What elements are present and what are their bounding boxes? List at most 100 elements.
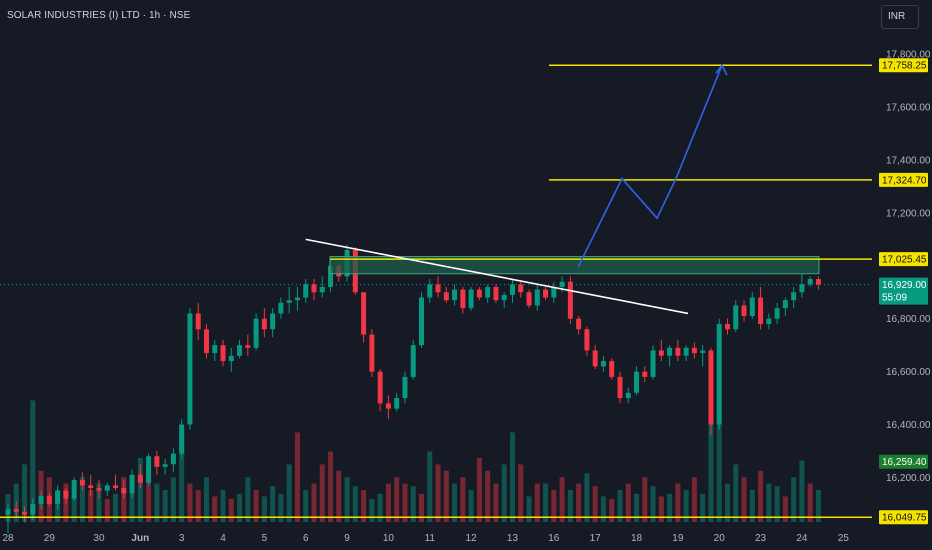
candle xyxy=(576,316,582,335)
volume-bar xyxy=(377,493,383,522)
volume-bar xyxy=(476,458,482,522)
volume-bar xyxy=(518,464,524,522)
volume-bar xyxy=(71,496,77,522)
candle-body xyxy=(303,284,309,298)
volume-bar xyxy=(683,490,689,522)
candle xyxy=(113,474,119,491)
candle xyxy=(782,297,788,317)
candle-body xyxy=(642,371,648,377)
candle xyxy=(650,345,656,380)
candle-body xyxy=(724,324,730,330)
candle-body xyxy=(13,509,19,512)
candle-body xyxy=(683,347,689,356)
volume-bar xyxy=(716,419,722,522)
volume-bar xyxy=(237,493,243,522)
candle xyxy=(634,366,640,396)
candle xyxy=(724,318,730,335)
volume-bar xyxy=(88,490,94,522)
level-price-badge-text: 17,025.45 xyxy=(882,255,927,266)
candle-body xyxy=(518,284,524,293)
candle xyxy=(592,345,598,369)
candle xyxy=(667,345,673,367)
time-tick-label: 30 xyxy=(93,533,105,544)
countdown-text: 55:09 xyxy=(882,293,907,304)
candle xyxy=(203,324,209,359)
candle xyxy=(534,284,540,311)
volume-bar xyxy=(600,496,606,522)
volume-bar xyxy=(427,451,433,522)
candle-body xyxy=(733,305,739,330)
candle-body xyxy=(237,345,243,356)
candle xyxy=(460,286,466,314)
price-tick-label: 16,600.00 xyxy=(886,367,931,378)
volume-bar xyxy=(270,486,276,522)
candle-body xyxy=(766,318,772,325)
volume-bar xyxy=(658,496,664,522)
candle-body xyxy=(658,350,664,356)
candle-body xyxy=(567,281,573,319)
candle xyxy=(63,488,69,504)
candle-body xyxy=(435,284,441,293)
currency-button[interactable]: INR xyxy=(881,5,919,29)
marker-price-badge-bg xyxy=(879,454,928,469)
candle xyxy=(774,302,780,325)
time-tick-label: 12 xyxy=(466,533,478,544)
candle-body xyxy=(261,318,267,330)
candle xyxy=(146,453,152,486)
candle-body xyxy=(294,297,300,301)
volume-bar xyxy=(675,483,681,522)
candle xyxy=(187,308,193,430)
candle-body xyxy=(559,281,565,287)
candle-body xyxy=(460,289,466,309)
level-price-badge-bg xyxy=(879,58,928,73)
candle-body xyxy=(154,456,160,467)
volume-bar xyxy=(79,477,85,522)
candle xyxy=(46,493,52,507)
candle xyxy=(270,308,276,338)
candle xyxy=(278,297,284,319)
candle-body xyxy=(394,398,400,409)
time-tick-label: 17 xyxy=(590,533,602,544)
level-price-badge: 17,758.25 xyxy=(879,58,928,73)
volume-bar xyxy=(460,477,466,522)
candle xyxy=(700,345,706,367)
volume-bar xyxy=(766,483,772,522)
candle xyxy=(551,281,557,303)
resistance-zone xyxy=(329,256,820,275)
volume-bar xyxy=(137,458,143,522)
volume-bar xyxy=(534,483,540,522)
candle xyxy=(443,286,449,303)
volume-bar xyxy=(576,483,582,522)
volume-bar xyxy=(551,490,557,522)
volume-bar xyxy=(30,400,36,522)
candle xyxy=(501,292,507,309)
volume-bar xyxy=(170,477,176,522)
time-tick-label: 6 xyxy=(303,533,309,544)
volume-bar xyxy=(724,483,730,522)
time-tick-label: 4 xyxy=(220,533,226,544)
candle-body xyxy=(791,292,797,301)
candle-body xyxy=(741,305,747,317)
marker-price-badge: 16,259.40 xyxy=(879,454,928,469)
candle-body xyxy=(493,286,499,301)
candle-body xyxy=(551,286,557,298)
candle xyxy=(261,308,267,338)
volume-bar xyxy=(435,464,441,522)
candle-body xyxy=(476,289,482,298)
candle-body xyxy=(807,279,813,285)
price-tick-label: 16,800.00 xyxy=(886,314,931,325)
candle-body xyxy=(319,286,325,293)
volume-bar xyxy=(584,473,590,522)
candle-body xyxy=(501,294,507,301)
candle xyxy=(385,395,391,420)
candle xyxy=(129,469,135,499)
candle xyxy=(791,286,797,309)
volume-bar xyxy=(419,493,424,522)
volume-bar xyxy=(162,490,168,522)
time-tick-label: 24 xyxy=(796,533,808,544)
time-tick-label: 3 xyxy=(179,533,185,544)
volume-bar xyxy=(592,486,598,522)
candle-body xyxy=(129,474,135,494)
candle-body xyxy=(410,345,416,377)
